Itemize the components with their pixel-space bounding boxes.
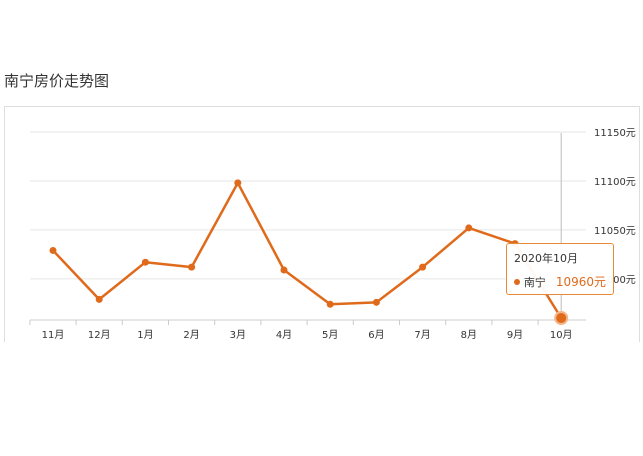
- x-tick-label: 6月: [368, 329, 384, 341]
- x-tick-label: 5月: [322, 329, 338, 341]
- data-point: [141, 258, 149, 266]
- x-tick-label: 12月: [88, 329, 111, 341]
- y-tick-label: 11150元: [594, 128, 636, 139]
- x-tick-label: 2月: [183, 329, 199, 341]
- data-point: [372, 298, 380, 306]
- x-tick-label: 10月: [550, 329, 573, 341]
- data-point: [188, 263, 196, 271]
- chart-tooltip: 2020年10月 南宁 10960元: [506, 243, 614, 295]
- data-point: [234, 179, 242, 187]
- y-tick-label: 11000元: [594, 275, 636, 286]
- y-tick-label: 11050元: [594, 226, 636, 237]
- data-point: [49, 246, 57, 254]
- x-tick-label: 8月: [461, 329, 477, 341]
- data-point: [280, 266, 288, 274]
- x-tick-label: 1月: [137, 329, 153, 341]
- data-point: [465, 224, 473, 232]
- data-point: [419, 263, 427, 271]
- tooltip-series-name: 南宁: [523, 275, 546, 289]
- chart-panel: [4, 106, 640, 342]
- series-line-nanning: [52, 181, 563, 319]
- tooltip-value: 10960元: [555, 275, 606, 289]
- x-tick-label: 11月: [42, 329, 65, 341]
- x-tick-label: 7月: [414, 329, 430, 341]
- tooltip-row: 南宁 10960元: [514, 273, 606, 290]
- x-tick-label: 9月: [507, 329, 523, 341]
- page-title: 南宁房价走势图: [4, 72, 110, 90]
- data-point: [326, 300, 334, 308]
- x-tick-label: 4月: [276, 329, 292, 341]
- series-dot-icon: [514, 278, 520, 285]
- y-tick-label: 11100元: [594, 177, 636, 188]
- x-tick-label: 3月: [230, 329, 246, 341]
- tooltip-date: 2020年10月: [514, 252, 578, 265]
- data-point-highlight: [554, 311, 569, 325]
- data-point: [95, 295, 103, 303]
